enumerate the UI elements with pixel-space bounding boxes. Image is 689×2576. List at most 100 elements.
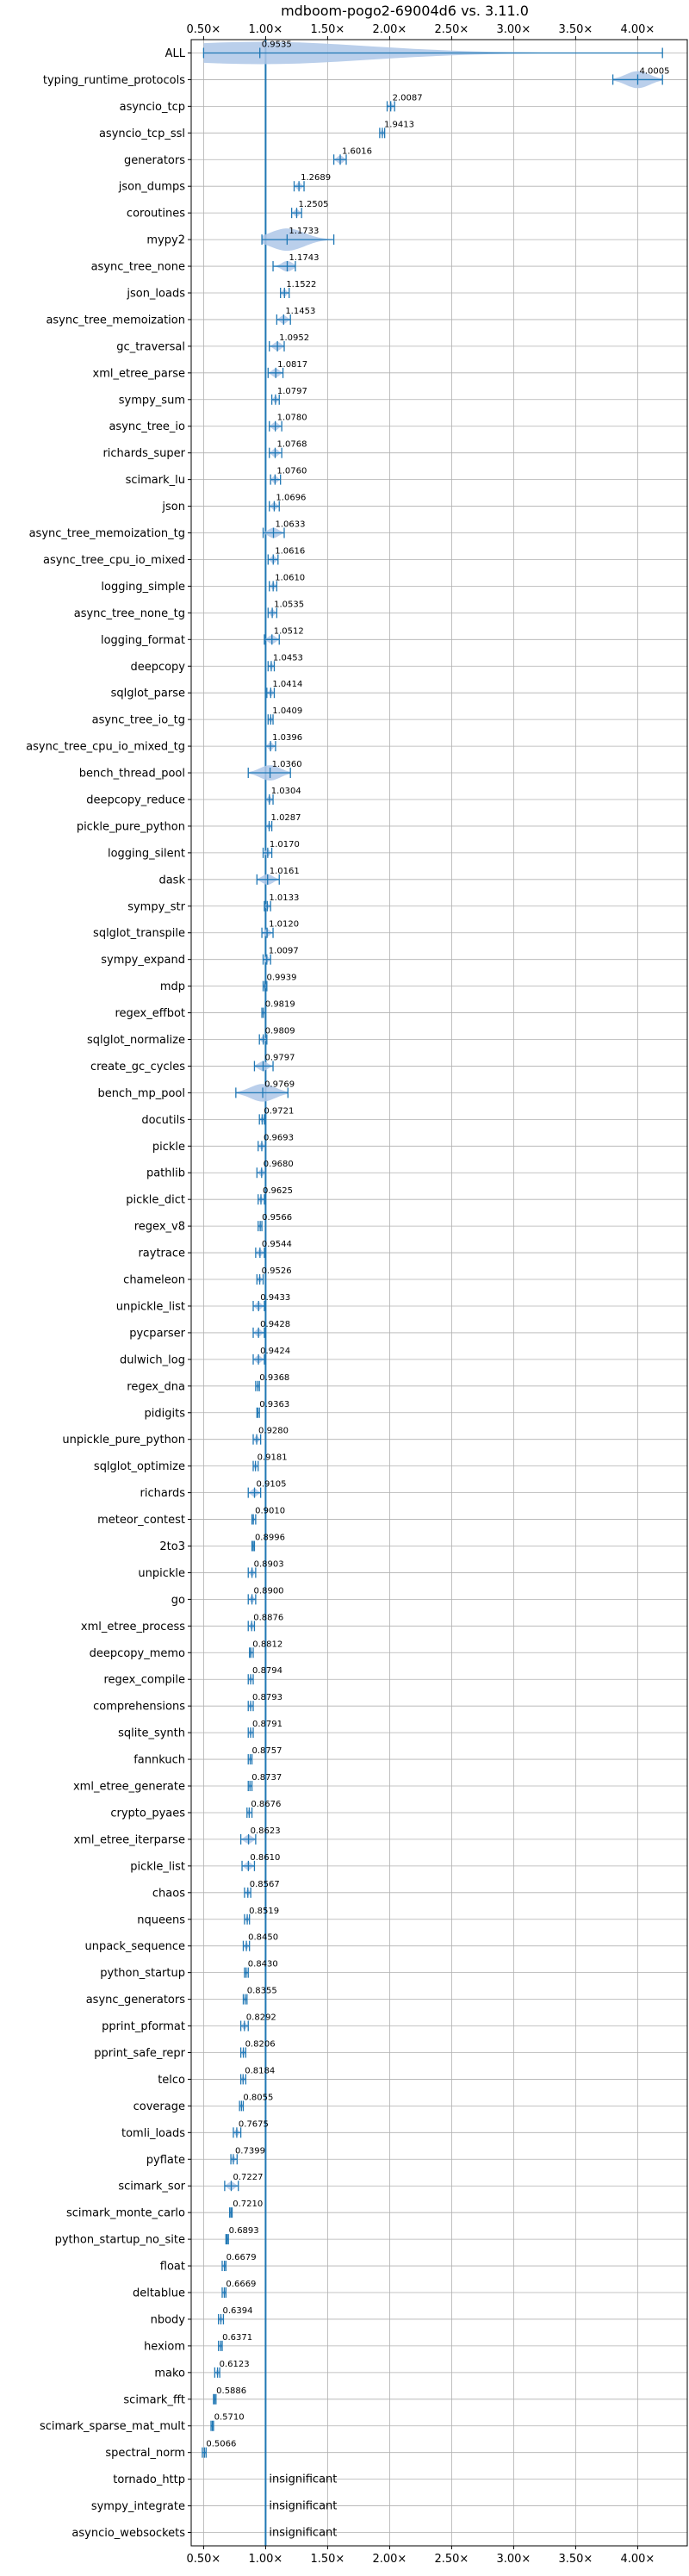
x-tick-label-bottom: 3.50×: [558, 2553, 593, 2566]
row-label: create_gc_cycles: [90, 1061, 185, 1073]
data-label: 0.9680: [264, 1160, 294, 1169]
data-label: 0.9625: [263, 1186, 293, 1196]
data-label: 0.9105: [257, 1480, 287, 1490]
data-label: 1.0768: [276, 440, 307, 450]
x-tick-label-bottom: 3.00×: [496, 2553, 531, 2566]
data-label: 1.0097: [269, 947, 299, 956]
row-label: async_tree_memoization: [46, 314, 185, 327]
row-label: async_tree_io_tg: [92, 714, 185, 727]
data-label: 0.8567: [250, 1880, 280, 1889]
data-label: 1.0453: [273, 653, 303, 663]
data-label: 0.9544: [262, 1240, 292, 1249]
row-label: unpickle_list: [116, 1300, 185, 1313]
data-label: 1.0287: [271, 813, 301, 823]
data-label: 0.8996: [255, 1533, 285, 1542]
row-label: json_dumps: [118, 181, 185, 194]
data-label: 0.9819: [265, 1000, 295, 1010]
data-label: 1.0133: [269, 893, 299, 903]
data-label: 1.0633: [276, 520, 306, 530]
data-label: 1.2689: [301, 173, 331, 183]
data-label: 1.0396: [272, 733, 302, 743]
data-label: 1.1743: [289, 253, 319, 263]
row-label: pathlib: [146, 1167, 185, 1180]
row-label: typing_runtime_protocols: [43, 74, 185, 87]
row-label: sqlglot_parse: [111, 688, 185, 700]
data-label: 1.0414: [272, 680, 302, 689]
data-label: 0.9535: [262, 40, 292, 49]
data-label: 0.6893: [229, 2226, 259, 2236]
data-label: 0.9721: [264, 1106, 294, 1116]
row-label: 2to3: [159, 1540, 185, 1553]
data-label: 1.1453: [285, 307, 315, 316]
data-label: 0.8793: [252, 1693, 282, 1702]
row-label: tornado_http: [113, 2473, 185, 2486]
marks-layer: [202, 40, 663, 2546]
row-label: fannkuch: [133, 1754, 185, 1767]
data-label: 0.6669: [226, 2280, 256, 2289]
row-label: unpickle: [138, 1567, 185, 1580]
row-label: json: [161, 501, 185, 513]
x-tick-label-bottom: 2.50×: [434, 2553, 469, 2566]
data-label: 0.8450: [248, 1933, 278, 1943]
data-label: 0.8519: [249, 1907, 279, 1916]
row-label: regex_compile: [103, 1674, 185, 1687]
row-label: async_tree_memoization_tg: [29, 527, 185, 540]
row-label: unpickle_pure_python: [62, 1434, 185, 1447]
data-label: 1.0952: [279, 333, 309, 343]
row-label: mako: [154, 2367, 185, 2380]
row-label: richards_super: [102, 447, 185, 460]
x-tick-label-top: 4.00×: [620, 23, 655, 36]
row-label: pidigits: [145, 1407, 186, 1420]
data-label: 0.9428: [260, 1320, 290, 1329]
data-label: 0.9363: [259, 1400, 289, 1409]
data-label: 0.6679: [227, 2253, 257, 2262]
data-label: 0.8791: [252, 1720, 282, 1729]
data-label: 1.0817: [277, 360, 307, 370]
row-label: async_generators: [86, 1994, 186, 2007]
row-label: sympy_integrate: [91, 2500, 185, 2513]
data-label: 1.0696: [276, 494, 306, 503]
data-label: 0.8430: [248, 1960, 278, 1969]
data-label: 0.7227: [233, 2173, 263, 2182]
grid-layer: [191, 40, 687, 2546]
row-label: pprint_pformat: [102, 2020, 185, 2033]
data-label: 1.0170: [270, 840, 300, 849]
data-label: 0.8812: [252, 1640, 282, 1649]
row-label: pprint_safe_repr: [94, 2047, 185, 2060]
row-label: logging_format: [101, 634, 185, 647]
data-label: 0.6371: [222, 2333, 252, 2343]
data-label: 0.5710: [214, 2413, 245, 2423]
row-label: nbody: [151, 2313, 186, 2326]
row-label: scimark_monte_carlo: [66, 2207, 185, 2220]
insignificant-label: insignificant: [269, 2527, 337, 2540]
x-tick-label-top: 3.50×: [558, 23, 593, 36]
row-label: richards: [140, 1487, 186, 1500]
row-label: async_tree_cpu_io_mixed_tg: [26, 741, 185, 754]
data-label: 0.8737: [251, 1773, 282, 1783]
row-label: dulwich_log: [120, 1353, 185, 1366]
row-label: docutils: [141, 1114, 185, 1127]
data-label: 1.6016: [342, 146, 372, 156]
row-label: sympy_expand: [101, 954, 185, 967]
row-label: dask: [158, 874, 185, 887]
row-label: deltablue: [133, 2287, 185, 2300]
data-label: 1.0304: [271, 787, 301, 796]
insignificant-label: insignificant: [269, 2500, 337, 2513]
row-label: hexiom: [144, 2340, 185, 2353]
row-label: pycparser: [129, 1327, 185, 1340]
row-label: scimark_sor: [118, 2181, 185, 2193]
row-label: nqueens: [137, 1913, 185, 1926]
data-label: 0.8900: [254, 1586, 284, 1596]
data-label: 0.9693: [264, 1133, 294, 1142]
x-tick-label-bottom: 2.00×: [372, 2553, 407, 2566]
row-label: bench_mp_pool: [97, 1087, 185, 1100]
row-label: regex_effbot: [115, 1007, 185, 1020]
row-label: deepcopy: [130, 661, 185, 674]
x-tick-label-top: 1.50×: [310, 23, 344, 36]
data-label: 1.0120: [269, 920, 299, 930]
row-label: pyflate: [146, 2154, 185, 2167]
data-label: 0.8794: [252, 1666, 282, 1676]
row-label: async_tree_none_tg: [74, 607, 185, 620]
